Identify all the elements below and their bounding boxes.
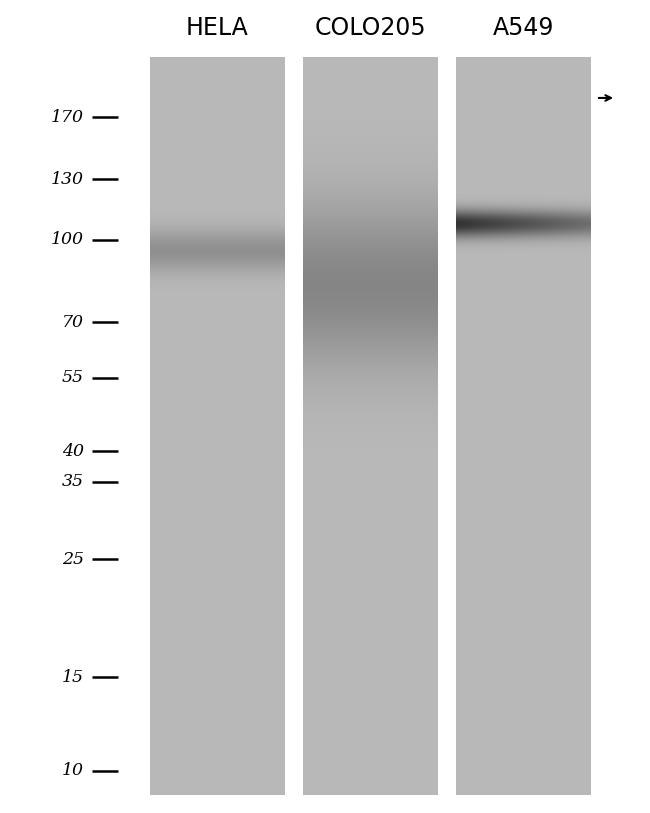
Text: 100: 100 (51, 231, 84, 248)
Bar (456, 58, 591, 795)
Text: 170: 170 (51, 109, 84, 126)
Bar (303, 58, 438, 795)
Text: 55: 55 (62, 369, 84, 386)
Text: 25: 25 (62, 551, 84, 568)
Text: 15: 15 (62, 669, 84, 685)
Text: A549: A549 (493, 16, 554, 40)
Text: COLO205: COLO205 (315, 16, 426, 40)
Text: 40: 40 (62, 442, 84, 459)
Bar (150, 58, 285, 795)
Text: 10: 10 (62, 763, 84, 779)
Text: 70: 70 (62, 314, 84, 331)
Text: 130: 130 (51, 171, 84, 188)
Text: 35: 35 (62, 473, 84, 490)
Text: HELA: HELA (186, 16, 249, 40)
